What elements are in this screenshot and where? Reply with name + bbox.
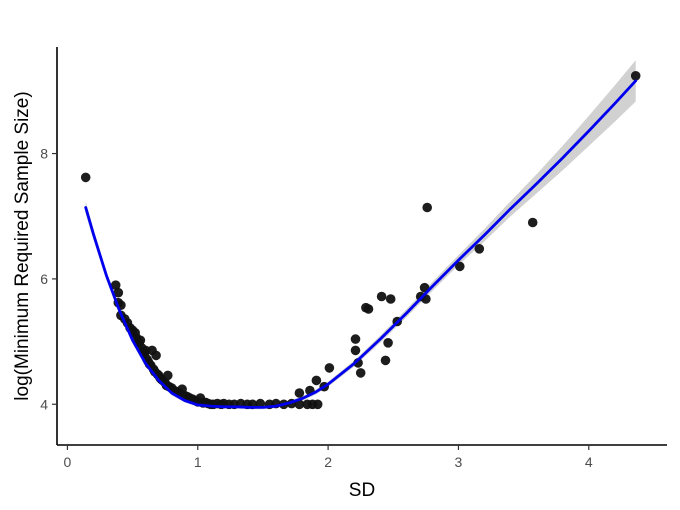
data-point (380, 355, 391, 366)
x-tick-label: 0 (64, 454, 72, 470)
x-tick-label: 3 (455, 454, 463, 470)
y-tick-label: 4 (40, 396, 48, 412)
data-point (163, 370, 173, 381)
data-point (630, 71, 641, 81)
x-tick-label: 1 (194, 454, 202, 470)
data-point (474, 244, 485, 254)
x-tick-label: 2 (324, 454, 332, 470)
y-tick-label: 6 (40, 271, 48, 287)
data-point (151, 350, 161, 361)
data-point (355, 368, 366, 378)
y-axis-ticks: 4 6 8 (40, 146, 57, 412)
x-tick-label: 4 (585, 454, 593, 470)
fit-curve (84, 79, 638, 409)
data-point (80, 172, 91, 183)
data-point (385, 294, 396, 304)
fit-curve-layer (84, 79, 638, 409)
data-point (324, 363, 335, 373)
x-axis-title: SD (349, 480, 375, 501)
data-point (110, 280, 121, 291)
y-tick-label: 8 (40, 146, 48, 162)
data-point (135, 335, 146, 346)
data-point (294, 388, 305, 398)
data-point (350, 345, 361, 356)
y-axis-title: log(Minimum Required Sample Size) (12, 91, 33, 400)
x-axis-ticks: 0 1 2 3 4 (64, 445, 593, 470)
data-point (422, 202, 433, 213)
data-point (527, 217, 538, 228)
data-point (363, 304, 374, 314)
data-point (376, 291, 387, 302)
data-point (311, 375, 322, 386)
data-point (294, 399, 305, 410)
data-point (113, 287, 124, 298)
data-point (350, 334, 361, 344)
data-point (455, 261, 465, 272)
data-point (312, 399, 323, 410)
data-point (383, 338, 393, 348)
